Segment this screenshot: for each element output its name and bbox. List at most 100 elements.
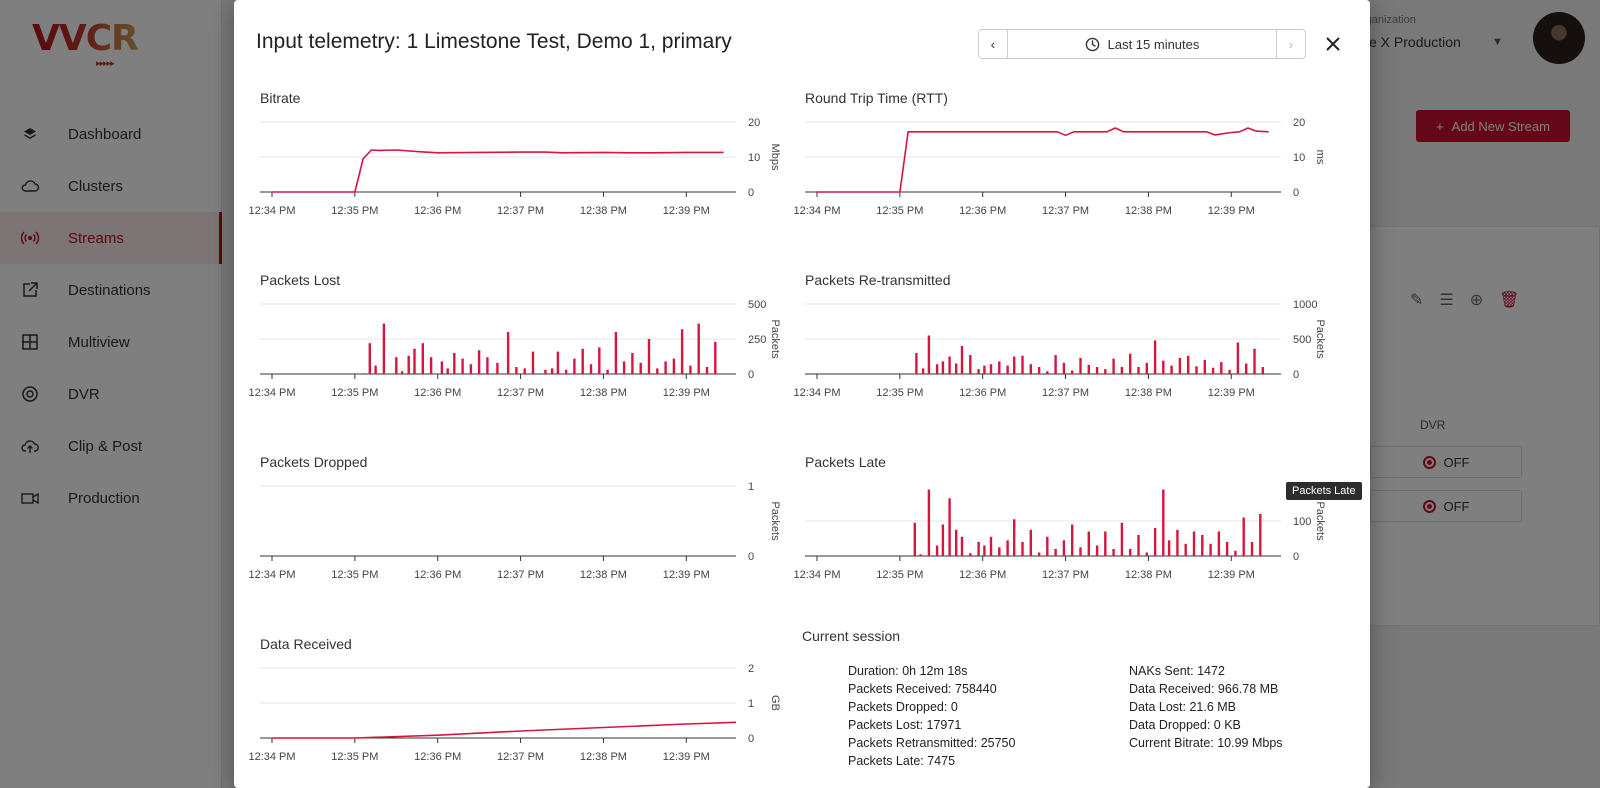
bar	[1195, 366, 1198, 374]
session-stats-right: NAKs Sent: 1472 Data Received: 966.78 MB D…	[1129, 662, 1283, 752]
bar	[948, 498, 951, 557]
x-tick-label: 12:38 PM	[580, 387, 627, 399]
chevron-left-icon[interactable]: ‹	[990, 36, 996, 52]
bar	[1062, 362, 1066, 374]
bar	[531, 351, 535, 374]
bar	[927, 489, 931, 556]
close-icon[interactable]	[1320, 31, 1346, 57]
bar	[935, 364, 939, 374]
x-tick-label: 12:37 PM	[1042, 205, 1089, 217]
bar	[1250, 542, 1254, 556]
bar	[1145, 362, 1148, 374]
bar	[1120, 522, 1124, 557]
bar	[440, 361, 444, 374]
bar	[1029, 529, 1032, 557]
packets-dropped-chart[interactable]: 0 1 Packets 12:34 PM 12:35 PM 12:36 PM 12:37 P…	[248, 480, 781, 590]
data-received-chart[interactable]: 0 1 2 GB 12:34 PM 12:35 PM 12:36 PM 12:37 PM 12:…	[248, 662, 781, 772]
x-tick-label: 12:34 PM	[248, 751, 295, 763]
chart-title-packets-dropped: Packets Dropped	[260, 454, 368, 470]
x-tick-label: 12:38 PM	[1125, 205, 1172, 217]
y-tick-label: 0	[1293, 369, 1299, 381]
bar	[1046, 371, 1049, 374]
bar	[955, 529, 958, 557]
bar	[1095, 367, 1099, 374]
bar	[374, 365, 377, 374]
bar	[1029, 364, 1032, 374]
bar	[1225, 542, 1229, 556]
y-axis-label: Mbps	[769, 144, 781, 171]
time-range-select[interactable]: Last 15 minutes	[1007, 30, 1277, 58]
bar	[581, 348, 584, 374]
bar	[989, 536, 993, 557]
packets-late-chart[interactable]: 0 100 Packets 12:34 PM 12:35 PM 12:36 PM 12:37…	[793, 480, 1326, 590]
session-stat: Packets Late: 7475	[848, 754, 956, 768]
bar	[941, 361, 945, 374]
telemetry-modal: Input telemetry: 1 Limestone Test, Demo …	[234, 0, 1370, 788]
y-tick-label: 1	[748, 481, 754, 493]
x-tick-label: 12:39 PM	[663, 205, 710, 217]
bar	[1006, 365, 1009, 374]
bar	[429, 357, 433, 374]
session-stat: Data Lost: 21.6 MB	[1129, 700, 1237, 714]
bar	[1137, 535, 1140, 556]
bar	[915, 353, 918, 374]
bar	[453, 353, 456, 374]
y-tick-label: 500	[748, 299, 766, 311]
x-tick-label: 12:37 PM	[497, 569, 544, 581]
y-tick-label: 10	[748, 152, 760, 164]
x-tick-label: 12:39 PM	[1208, 205, 1255, 217]
bar	[960, 536, 964, 557]
bar	[1192, 531, 1196, 556]
bar	[1112, 358, 1115, 374]
x-tick-label: 12:37 PM	[497, 205, 544, 217]
y-tick-label: 10	[1293, 152, 1305, 164]
session-stat: Duration: 0h 12m 18s	[848, 664, 968, 678]
bar	[960, 346, 964, 374]
chart-title-rtt: Round Trip Time (RTT)	[805, 90, 948, 106]
session-stat: NAKs Sent: 1472	[1129, 664, 1225, 678]
x-tick-label: 12:38 PM	[580, 569, 627, 581]
bar	[1087, 364, 1090, 374]
series-line	[817, 127, 1269, 193]
session-stat: Packets Retransmitted: 25750	[848, 736, 1016, 750]
x-tick-label: 12:37 PM	[1042, 569, 1089, 581]
bar	[697, 323, 700, 374]
packets-retransmitted-chart[interactable]: 0 500 1000 Packets 12:34 PM 12:35 PM 12:36 PM 1…	[793, 298, 1326, 408]
session-stats-left: Duration: 0h 12m 18s Packets Received: 75…	[848, 662, 1015, 770]
bar	[598, 347, 601, 374]
x-tick-label: 12:36 PM	[414, 751, 461, 763]
y-axis-label: Packets	[1314, 501, 1326, 541]
bar	[1162, 489, 1165, 556]
bitrate-chart[interactable]: 0 10 20 Mbps 12:34 PM 12:35 PM 12:36 PM 12:37 P…	[248, 116, 781, 226]
bar	[1203, 360, 1206, 374]
bar	[1176, 529, 1179, 557]
chart-title-packets-retransmitted: Packets Re-transmitted	[805, 272, 951, 288]
y-tick-label: 0	[748, 733, 754, 745]
y-tick-label: 2	[748, 663, 754, 675]
chevron-right-icon[interactable]: ›	[1288, 36, 1294, 52]
bar	[977, 369, 980, 374]
x-tick-label: 12:35 PM	[876, 205, 923, 217]
x-tick-label: 12:39 PM	[663, 751, 710, 763]
bar	[1079, 547, 1082, 557]
bar	[477, 350, 481, 374]
x-tick-label: 12:37 PM	[497, 751, 544, 763]
bar	[486, 357, 489, 374]
x-tick-label: 12:36 PM	[414, 569, 461, 581]
y-axis-label: GB	[769, 695, 781, 711]
bar	[672, 358, 676, 374]
rtt-chart[interactable]: 0 10 20 ms 12:34 PM 12:35 PM 12:36 PM 12:37 PM 1…	[793, 116, 1326, 226]
session-stat: Packets Dropped: 0	[848, 700, 958, 714]
bar	[1062, 540, 1066, 557]
bar	[550, 368, 554, 374]
time-range-picker: ‹ Last 15 minutes ›	[978, 29, 1306, 59]
bar	[1071, 370, 1074, 374]
bar	[1120, 367, 1124, 374]
bar	[705, 367, 709, 374]
x-tick-label: 12:34 PM	[248, 569, 295, 581]
bar	[714, 341, 717, 374]
x-tick-label: 12:34 PM	[793, 387, 840, 399]
bar	[955, 363, 958, 374]
y-tick-label: 0	[748, 369, 754, 381]
